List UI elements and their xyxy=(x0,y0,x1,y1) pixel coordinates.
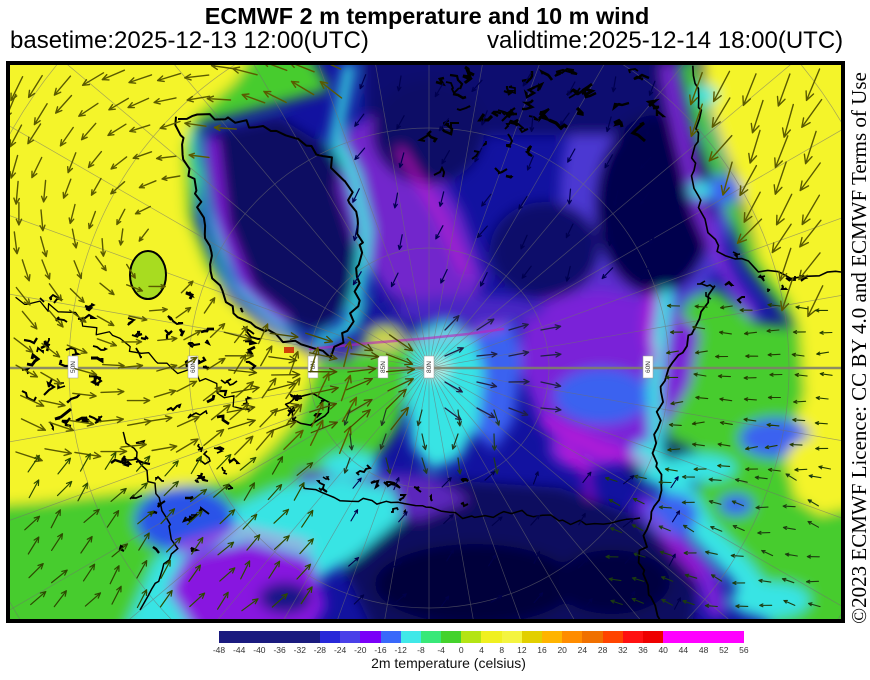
svg-text:50N: 50N xyxy=(70,361,77,373)
svg-text:80N: 80N xyxy=(426,361,433,373)
svg-text:70N: 70N xyxy=(310,361,317,373)
svg-text:85N: 85N xyxy=(380,361,387,373)
svg-text:60N: 60N xyxy=(190,361,197,373)
svg-text:60N: 60N xyxy=(645,361,652,373)
